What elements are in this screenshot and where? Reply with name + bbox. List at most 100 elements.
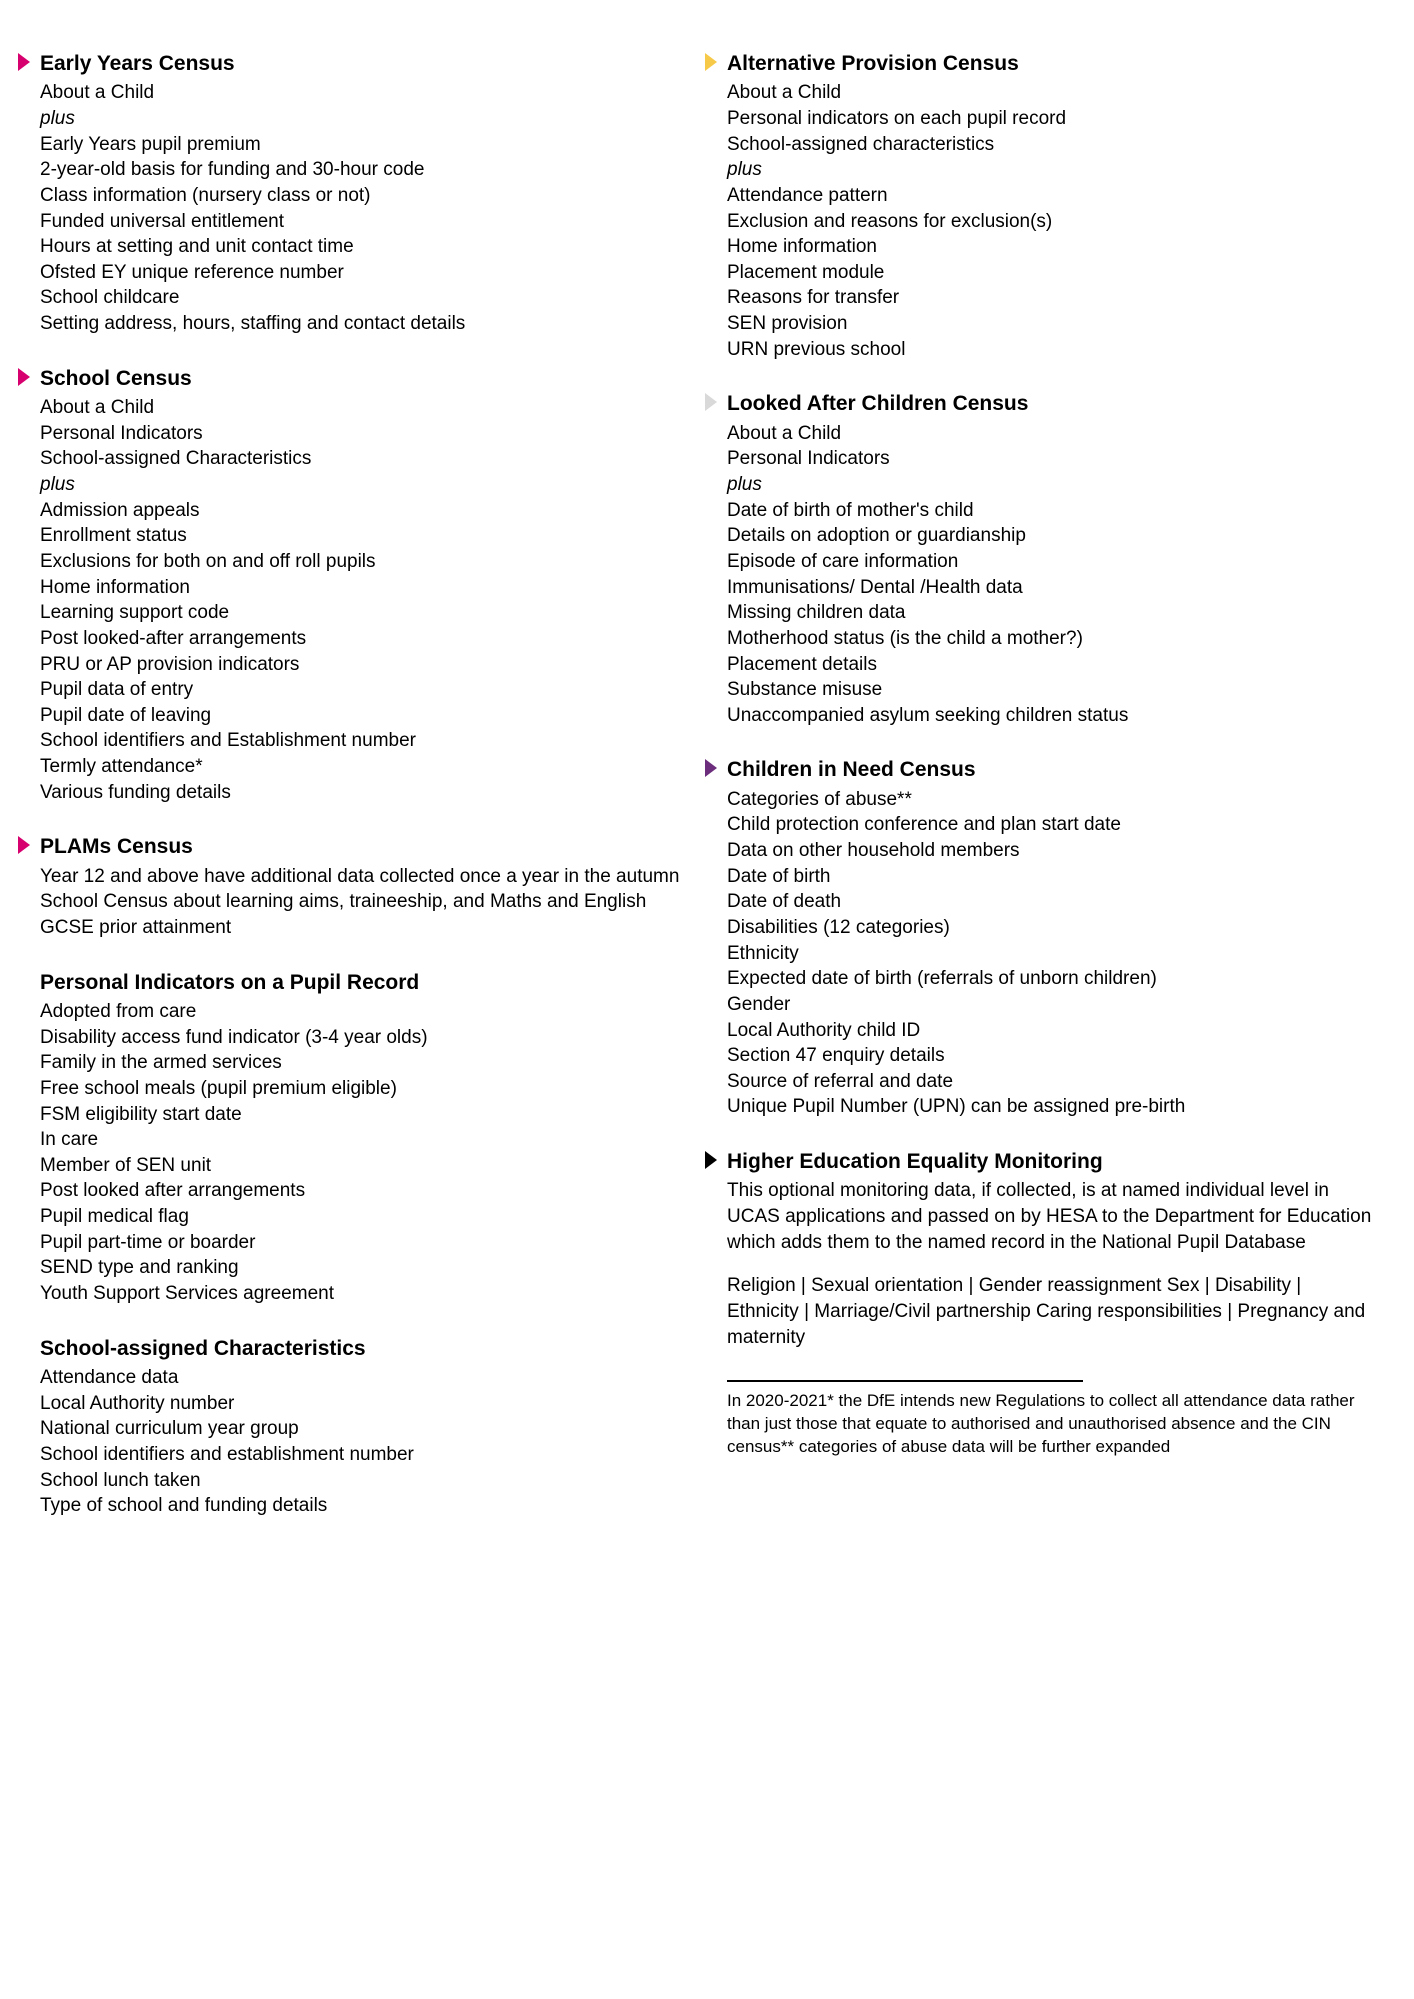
list-item: Learning support code [40,600,687,626]
section-title: Higher Education Equality Monitoring [727,1148,1374,1176]
list-item: Pupil medical flag [40,1204,687,1230]
list-item: Class information (nursery class or not) [40,183,687,209]
alt-provision-section: Alternative Provision Census About a Chi… [727,50,1374,362]
list-item: Motherhood status (is the child a mother… [727,626,1374,652]
section-title: Alternative Provision Census [727,50,1374,78]
list-item: School identifiers and establishment num… [40,1442,687,1468]
list-item: Ethnicity [727,941,1374,967]
list-item: About a Child [40,80,687,106]
list-item: About a Child [727,421,1374,447]
list-item: Pupil date of leaving [40,703,687,729]
list-item: Adopted from care [40,999,687,1025]
list-item: Exclusion and reasons for exclusion(s) [727,209,1374,235]
list-item: School lunch taken [40,1468,687,1494]
list-item: plus [727,472,1374,498]
list-item: Episode of care information [727,549,1374,575]
looked-after-section: Looked After Children Census About a Chi… [727,390,1374,728]
list-item: Free school meals (pupil premium eligibl… [40,1076,687,1102]
list-item: Home information [40,575,687,601]
footnote-divider [727,1380,1083,1382]
section-title: Personal Indicators on a Pupil Record [40,969,687,997]
list-item: School-assigned characteristics [727,132,1374,158]
list-item: Type of school and funding details [40,1493,687,1519]
list-item: Expected date of birth (referrals of unb… [727,966,1374,992]
section-body: About a ChildPersonal IndicatorsplusDate… [727,421,1374,729]
arrow-icon [705,759,717,777]
section-body: Attendance dataLocal Authority numberNat… [40,1365,687,1519]
list-item: Placement module [727,260,1374,286]
list-item: Missing children data [727,600,1374,626]
list-item: plus [727,157,1374,183]
list-item: Disabilities (12 categories) [727,915,1374,941]
section-title: PLAMs Census [40,833,687,861]
section-body: This optional monitoring data, if collec… [727,1178,1374,1255]
list-item: Various funding details [40,780,687,806]
list-item: Funded universal entitlement [40,209,687,235]
list-item: Setting address, hours, staffing and con… [40,311,687,337]
list-item: Child protection conference and plan sta… [727,812,1374,838]
arrow-icon [705,393,717,411]
list-item: Personal Indicators [40,421,687,447]
list-item: Attendance data [40,1365,687,1391]
section-title: School Census [40,365,687,393]
children-in-need-section: Children in Need Census Categories of ab… [727,756,1374,1120]
arrow-icon [18,53,30,71]
list-item: Post looked after arrangements [40,1178,687,1204]
left-column: Early Years Census About a ChildplusEarl… [40,50,687,1547]
list-item: Pupil part-time or boarder [40,1230,687,1256]
footnote: In 2020-2021* the DfE intends new Regula… [727,1390,1374,1459]
school-assigned-section: School-assigned Characteristics Attendan… [40,1335,687,1519]
list-item: In care [40,1127,687,1153]
list-item: Family in the armed services [40,1050,687,1076]
list-item: School identifiers and Establishment num… [40,728,687,754]
list-item: 2-year-old basis for funding and 30-hour… [40,157,687,183]
list-item: Local Authority number [40,1391,687,1417]
list-item: PRU or AP provision indicators [40,652,687,678]
section-title: School-assigned Characteristics [40,1335,687,1363]
school-census-section: School Census About a ChildPersonal Indi… [40,365,687,806]
list-item: Reasons for transfer [727,285,1374,311]
list-item: Unaccompanied asylum seeking children st… [727,703,1374,729]
columns: Early Years Census About a ChildplusEarl… [40,50,1374,1547]
section-body: Religion | Sexual orientation | Gender r… [727,1273,1374,1350]
list-item: Member of SEN unit [40,1153,687,1179]
list-item: Termly attendance* [40,754,687,780]
list-item: Exclusions for both on and off roll pupi… [40,549,687,575]
list-item: Home information [727,234,1374,260]
section-title: Looked After Children Census [727,390,1374,418]
list-item: SEN provision [727,311,1374,337]
section-body: About a ChildplusEarly Years pupil premi… [40,80,687,336]
list-item: Substance misuse [727,677,1374,703]
list-item: Placement details [727,652,1374,678]
arrow-icon [705,1151,717,1169]
list-item: Date of death [727,889,1374,915]
list-item: Hours at setting and unit contact time [40,234,687,260]
list-item: Gender [727,992,1374,1018]
list-item: Ofsted EY unique reference number [40,260,687,286]
list-item: Unique Pupil Number (UPN) can be assigne… [727,1094,1374,1120]
section-title: Early Years Census [40,50,687,78]
list-item: Attendance pattern [727,183,1374,209]
list-item: plus [40,472,687,498]
arrow-icon [705,53,717,71]
list-item: About a Child [40,395,687,421]
list-item: Date of birth [727,864,1374,890]
list-item: School childcare [40,285,687,311]
list-item: Personal indicators on each pupil record [727,106,1374,132]
early-years-section: Early Years Census About a ChildplusEarl… [40,50,687,337]
list-item: Source of referral and date [727,1069,1374,1095]
list-item: SEND type and ranking [40,1255,687,1281]
list-item: Pupil data of entry [40,677,687,703]
list-item: Details on adoption or guardianship [727,523,1374,549]
personal-indicators-section: Personal Indicators on a Pupil Record Ad… [40,969,687,1307]
list-item: Disability access fund indicator (3-4 ye… [40,1025,687,1051]
list-item: Section 47 enquiry details [727,1043,1374,1069]
list-item: Data on other household members [727,838,1374,864]
list-item: Local Authority child ID [727,1018,1374,1044]
list-item: Enrollment status [40,523,687,549]
section-body: About a ChildPersonal IndicatorsSchool-a… [40,395,687,805]
arrow-icon [18,836,30,854]
section-body: Adopted from careDisability access fund … [40,999,687,1307]
list-item: Early Years pupil premium [40,132,687,158]
section-body: Year 12 and above have additional data c… [40,864,687,941]
